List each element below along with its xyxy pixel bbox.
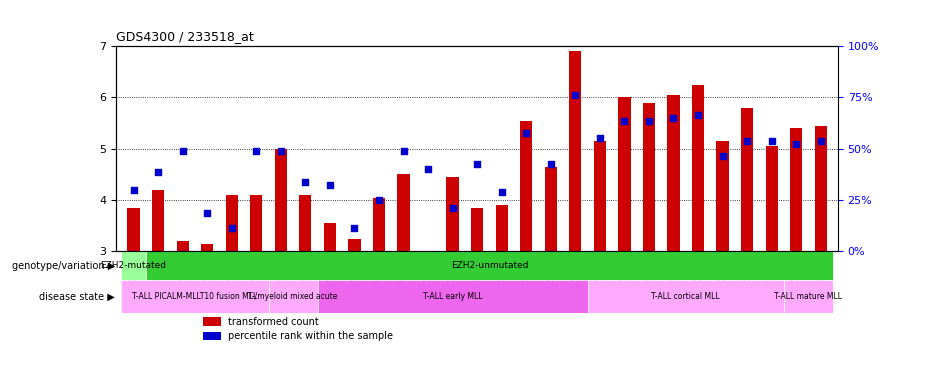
Bar: [250, 195, 263, 252]
Bar: [275, 149, 287, 252]
Point: [739, 138, 754, 144]
Point: [322, 182, 337, 188]
Bar: [495, 205, 507, 252]
Point: [617, 118, 632, 124]
Text: disease state ▶: disease state ▶: [39, 291, 115, 301]
Bar: [692, 84, 704, 252]
FancyBboxPatch shape: [587, 280, 784, 313]
Point: [666, 115, 681, 121]
Point: [592, 136, 607, 142]
FancyBboxPatch shape: [121, 280, 268, 313]
Text: T-ALL cortical MLL: T-ALL cortical MLL: [652, 292, 720, 301]
Point: [421, 166, 436, 172]
Point: [347, 225, 362, 232]
Point: [126, 187, 141, 193]
Point: [568, 92, 583, 98]
Text: EZH2-mutated: EZH2-mutated: [101, 261, 167, 270]
Point: [494, 189, 509, 195]
Bar: [152, 190, 164, 252]
Bar: [203, 317, 221, 326]
Text: transformed count: transformed count: [228, 317, 319, 327]
Bar: [520, 121, 533, 252]
FancyBboxPatch shape: [784, 280, 833, 313]
Point: [396, 148, 411, 154]
Text: GDS4300 / 233518_at: GDS4300 / 233518_at: [116, 30, 254, 43]
Bar: [348, 238, 360, 252]
FancyBboxPatch shape: [121, 252, 146, 280]
Point: [691, 112, 706, 118]
Bar: [201, 244, 213, 252]
Text: genotype/variation ▶: genotype/variation ▶: [12, 261, 115, 271]
Point: [274, 148, 289, 154]
Bar: [569, 51, 582, 252]
Bar: [471, 208, 483, 252]
Bar: [815, 126, 827, 252]
Bar: [545, 167, 557, 252]
Text: T-ALL mature MLL: T-ALL mature MLL: [775, 292, 843, 301]
Bar: [717, 141, 729, 252]
Point: [249, 148, 263, 154]
Point: [544, 161, 559, 167]
Bar: [642, 103, 655, 252]
Bar: [324, 223, 336, 252]
Point: [224, 225, 239, 232]
Point: [764, 138, 779, 144]
Point: [371, 197, 386, 203]
Bar: [790, 128, 803, 252]
Bar: [618, 98, 630, 252]
Bar: [668, 95, 680, 252]
Bar: [741, 108, 753, 252]
Point: [715, 153, 730, 159]
Bar: [177, 241, 189, 252]
Bar: [372, 197, 385, 252]
Point: [445, 205, 460, 211]
Bar: [299, 195, 312, 252]
Text: percentile rank within the sample: percentile rank within the sample: [228, 331, 393, 341]
FancyBboxPatch shape: [146, 252, 833, 280]
Point: [175, 148, 190, 154]
Bar: [594, 141, 606, 252]
Point: [298, 179, 313, 185]
Point: [151, 169, 166, 175]
Text: T-/myeloid mixed acute: T-/myeloid mixed acute: [249, 292, 338, 301]
Text: T-ALL PICALM-MLLT10 fusion MLL: T-ALL PICALM-MLLT10 fusion MLL: [132, 292, 258, 301]
Bar: [225, 195, 237, 252]
Point: [641, 118, 656, 124]
Point: [200, 210, 215, 216]
Point: [789, 141, 803, 147]
FancyBboxPatch shape: [317, 280, 587, 313]
Text: EZH2-unmutated: EZH2-unmutated: [451, 261, 528, 270]
FancyBboxPatch shape: [268, 280, 317, 313]
Bar: [203, 332, 221, 340]
Bar: [128, 208, 140, 252]
Point: [814, 138, 829, 144]
Point: [519, 130, 533, 136]
Bar: [447, 177, 459, 252]
Text: T-ALL early MLL: T-ALL early MLL: [423, 292, 482, 301]
Point: [470, 161, 485, 167]
Bar: [398, 174, 410, 252]
Bar: [765, 146, 777, 252]
